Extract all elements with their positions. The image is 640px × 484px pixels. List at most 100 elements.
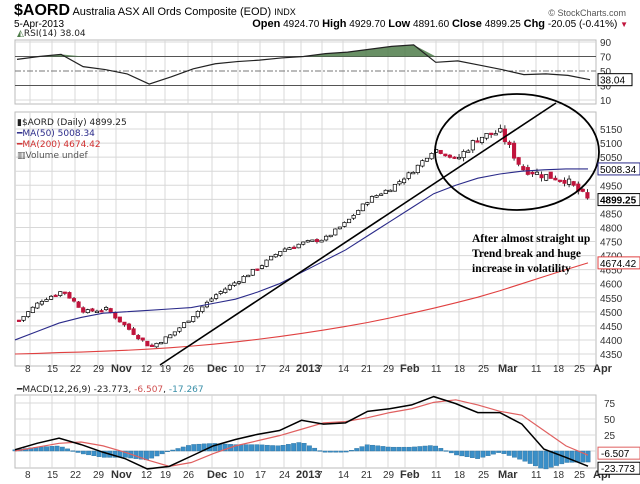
x-axis-label: 22 — [70, 364, 82, 375]
macd-histogram-bar — [159, 450, 165, 455]
x-axis-label: 19 — [160, 470, 172, 481]
candle-up — [246, 274, 251, 278]
macd-value-tag — [597, 461, 640, 475]
price-legend: ▮$AORD (Daily) 4899.25 ━MA(50) 5008.34 ━… — [17, 118, 127, 162]
candle-up — [154, 342, 159, 348]
macd-histogram-bar — [312, 447, 318, 452]
candle-up — [186, 320, 191, 323]
price-axis-tick: 5100 — [600, 139, 623, 150]
x-axis-label: 12 — [141, 364, 153, 375]
macd-histogram-bar — [359, 446, 365, 452]
macd-histogram-bar — [485, 450, 491, 456]
candle-up — [282, 248, 287, 252]
macd-histogram-bar — [585, 450, 591, 463]
x-axis-label: 25 — [478, 470, 490, 481]
price-axis-tick: 4800 — [600, 223, 623, 234]
macd-histogram-bar — [354, 448, 360, 452]
candle-down — [126, 323, 132, 330]
candle-up — [172, 331, 177, 336]
x-axis-label: 29 — [93, 364, 105, 375]
macd-histogram-bar — [201, 443, 207, 452]
candle-down — [585, 192, 590, 199]
macd-histogram-bar — [70, 450, 76, 452]
candle-up — [346, 218, 352, 224]
candle-down — [117, 316, 122, 323]
ma200-line-icon: ━ — [17, 140, 23, 150]
x-axis-label: 14 — [338, 470, 350, 481]
rsi-value-tag — [597, 73, 633, 87]
macd-histogram-bar — [433, 445, 438, 452]
candle-down — [489, 132, 494, 135]
macd-histogram-bar — [370, 444, 375, 452]
price-axis-tick: 4450 — [600, 322, 623, 333]
watermark: © StockCharts.com — [548, 8, 626, 18]
candle-up — [333, 228, 338, 236]
candle-up — [470, 140, 475, 151]
x-axis-label: 18 — [454, 364, 466, 375]
close-label: Close — [451, 18, 482, 30]
macd-axis-tick: 25 — [604, 431, 616, 442]
trend-line — [159, 102, 557, 366]
candle-down — [99, 310, 104, 313]
rsi-axis-tick: 30 — [600, 82, 612, 93]
macd-histogram-bar — [138, 450, 144, 460]
chg-value: -20.05 (-0.41%) — [547, 19, 618, 30]
macd-histogram-bar — [38, 446, 44, 452]
candle-up — [360, 203, 365, 212]
candle-down — [291, 246, 297, 250]
macd-histogram-bar — [417, 446, 423, 452]
candle-down — [507, 141, 512, 145]
x-axis-label: 11 — [431, 364, 442, 375]
candle-up — [457, 156, 462, 160]
macd-histogram-bar — [306, 445, 312, 452]
macd-histogram-bar — [448, 450, 454, 454]
x-axis-label: 19 — [160, 364, 172, 375]
x-axis-label: 21 — [361, 470, 373, 481]
macd-histogram-bar — [243, 444, 249, 452]
macd-histogram-bar — [580, 450, 586, 463]
x-axis-label: 8 — [25, 364, 31, 375]
candle-down — [53, 294, 58, 297]
candle-up — [232, 282, 237, 286]
macd-histogram-bar — [548, 450, 554, 468]
x-axis-label: 11 — [531, 364, 542, 375]
candle-up — [301, 241, 306, 245]
candle-down — [76, 301, 81, 308]
candle-down — [90, 308, 95, 312]
macd-histogram-bar — [75, 450, 81, 453]
candle-up — [278, 251, 283, 256]
histogram-legend-value: -17.267 — [168, 385, 204, 395]
annotation-line-3: increase in volatility — [472, 263, 571, 275]
volume-legend: Volume undef — [25, 151, 88, 161]
candle-up — [337, 226, 342, 230]
candle-down — [516, 157, 521, 165]
candle-up — [479, 136, 485, 143]
macd-histogram-bar — [422, 445, 428, 452]
x-axis-label: 2013 — [296, 469, 320, 481]
candle-down — [62, 291, 67, 294]
candle-up — [58, 291, 63, 296]
candle-up — [342, 222, 347, 227]
macd-histogram-bar — [322, 450, 328, 453]
close-value-tag-text: 4899.25 — [600, 196, 637, 207]
x-axis-label: Nov — [111, 469, 133, 481]
macd-histogram-bar — [427, 445, 433, 452]
low-value: 4891.60 — [413, 19, 450, 30]
candle-up — [374, 195, 379, 198]
macd-histogram-bar — [238, 444, 244, 452]
ma50-value-tag — [597, 162, 640, 176]
macd-histogram-bar — [296, 442, 302, 452]
macd-histogram-bar — [49, 446, 55, 452]
candle-down — [539, 174, 544, 179]
close-value-tag — [597, 193, 640, 207]
open-value: 4924.70 — [283, 19, 320, 30]
macd-histogram-bar — [154, 450, 160, 457]
macd-histogram-bar — [343, 450, 349, 453]
candle-up — [406, 172, 411, 179]
ma50-line — [14, 168, 588, 341]
candle-up — [397, 181, 402, 185]
annotation-line-2: Trend break and huge — [472, 248, 581, 260]
candle-up — [287, 247, 292, 250]
chart-annotation: After almost straight up Trend break and… — [472, 232, 590, 277]
